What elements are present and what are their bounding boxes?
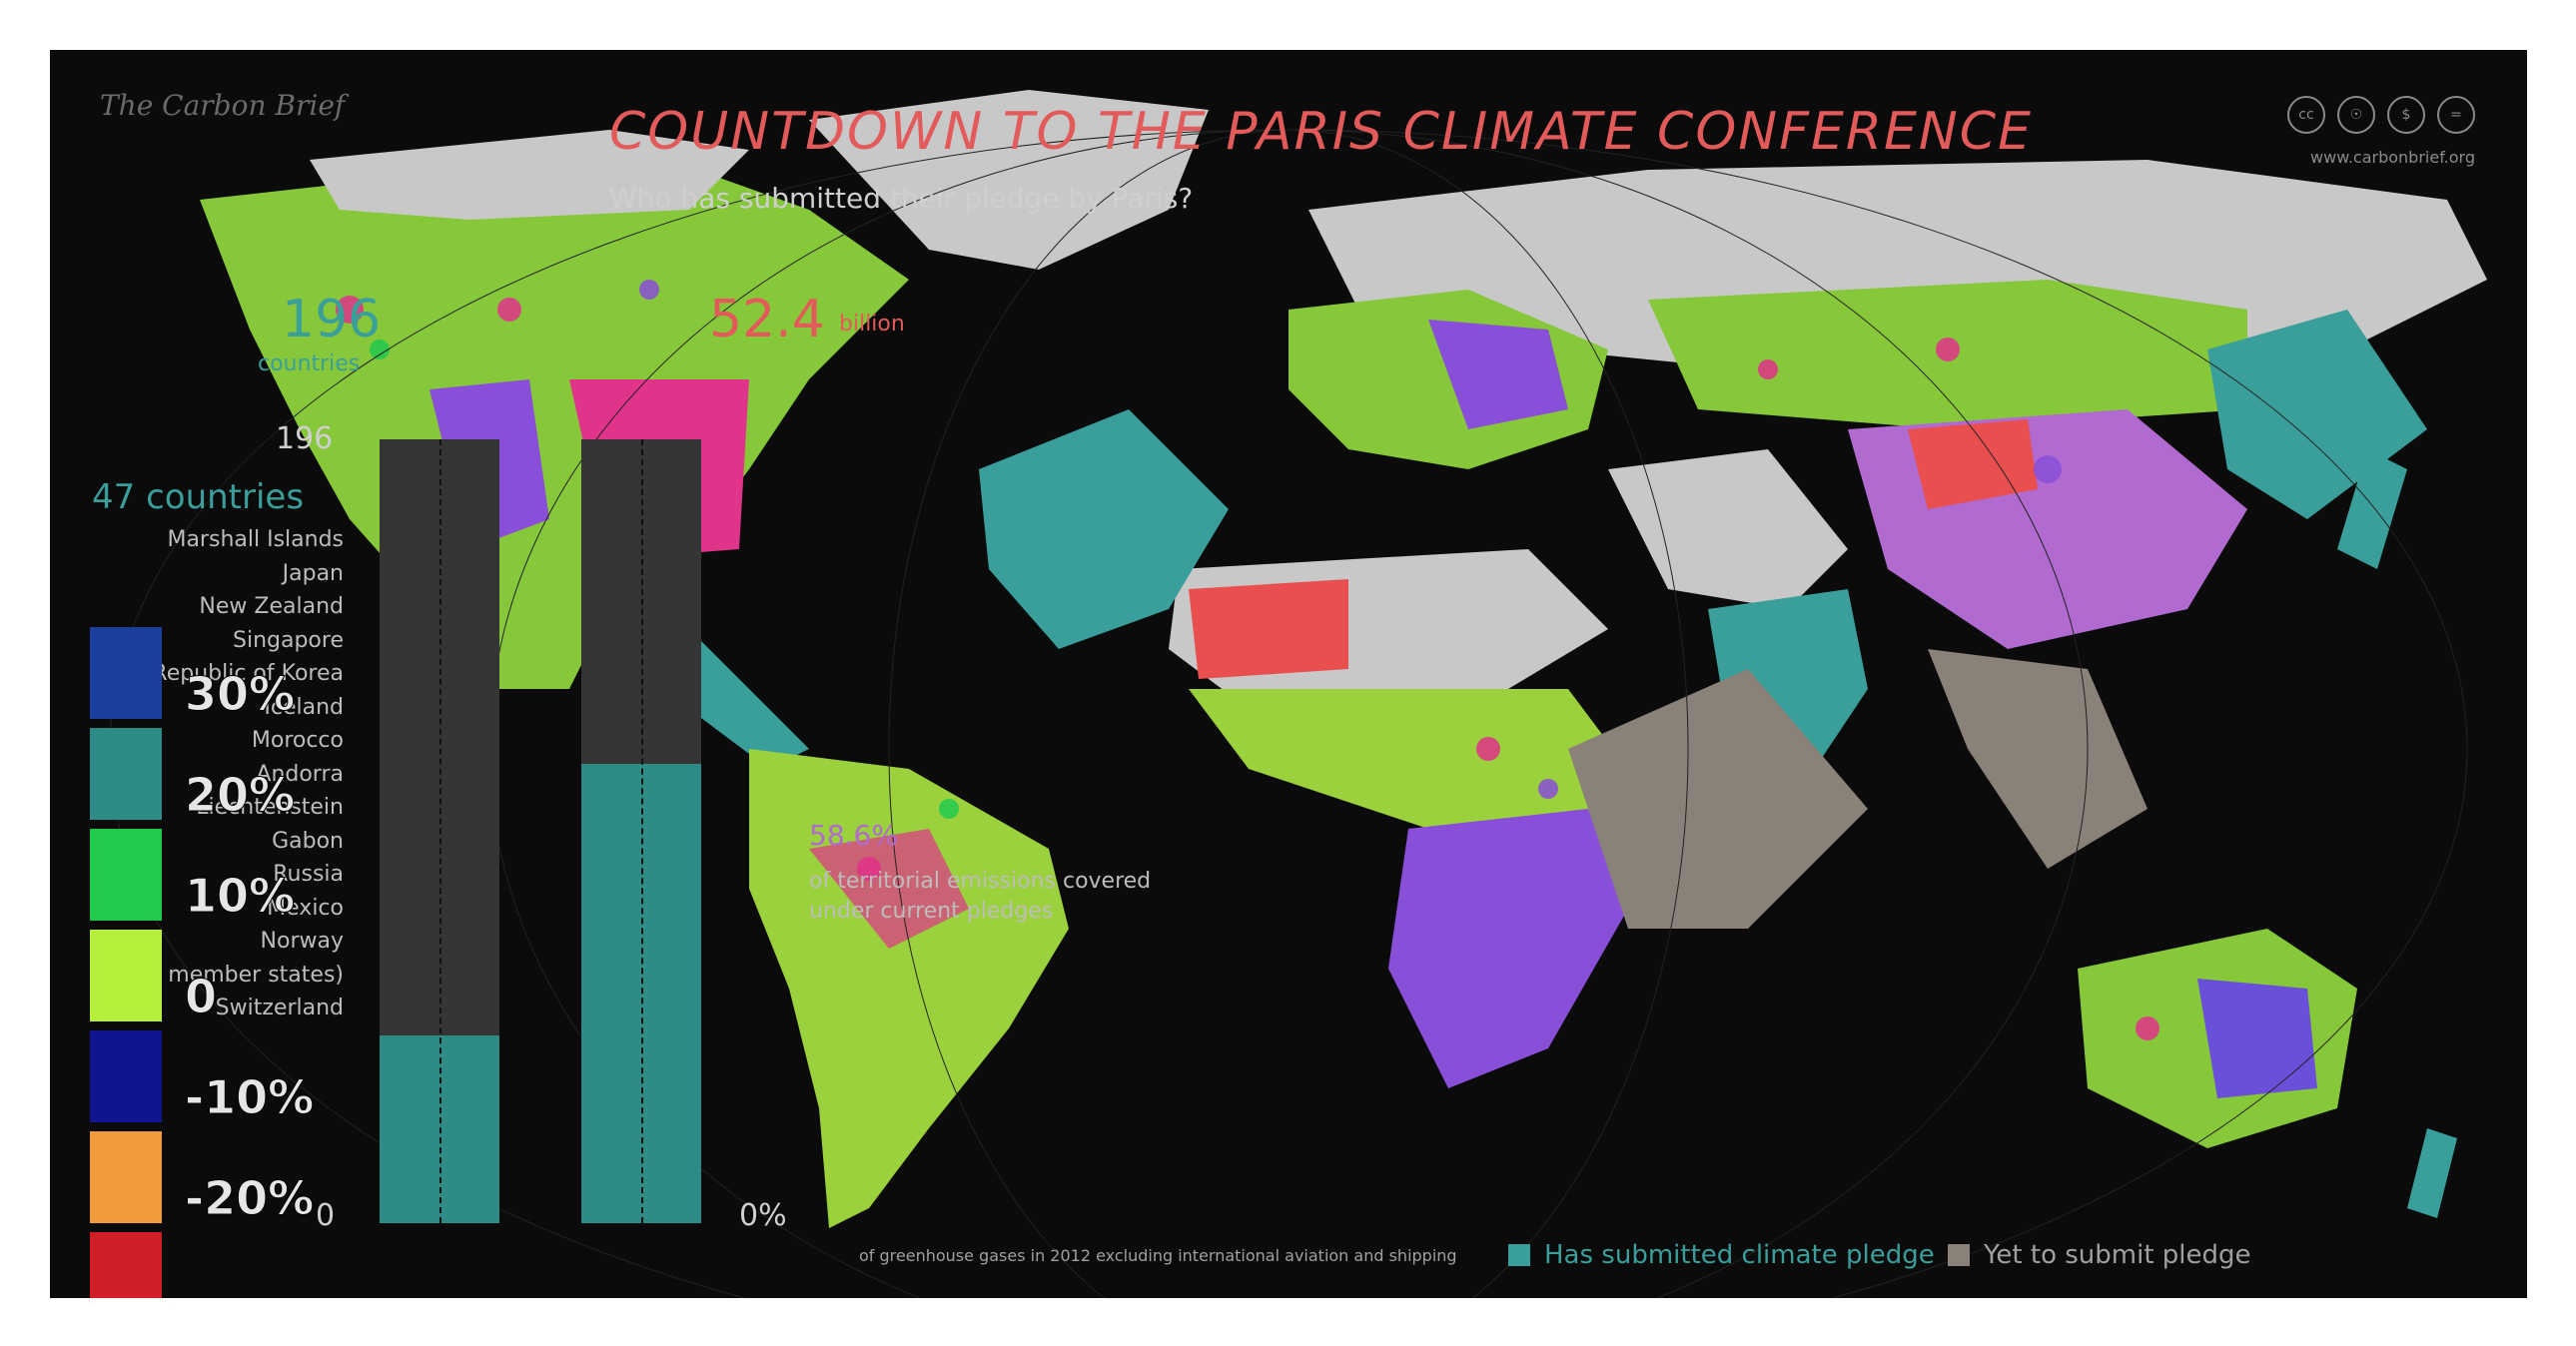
submitted-count: 47 countries <box>92 477 305 517</box>
china-red <box>1908 419 2038 509</box>
canada-arctic <box>310 130 749 220</box>
legend-submitted-swatch <box>1508 1244 1530 1266</box>
central-africa <box>1388 809 1628 1088</box>
europe-purple <box>1428 320 1568 429</box>
legend-pending-label: Yet to submit pledge <box>1984 1240 2251 1270</box>
greenland <box>809 90 1209 270</box>
color-scale-swatch <box>90 829 162 921</box>
color-scale-swatch <box>90 627 162 719</box>
country-list-item: New Zealand <box>199 594 344 619</box>
axis-left-top: 196 <box>276 421 334 456</box>
countries-total: 196 <box>282 290 382 349</box>
new-zealand <box>2407 1128 2457 1218</box>
website-link[interactable]: www.carbonbrief.org <box>2310 148 2475 167</box>
legend-pending-swatch <box>1948 1244 1970 1266</box>
color-scale-label: -20% <box>184 1171 315 1226</box>
by-icon: ☉ <box>2337 96 2375 134</box>
emissions-unit: billion <box>839 312 905 336</box>
emissions-bar-divider <box>641 439 643 1223</box>
noise-overlay <box>336 280 2159 1040</box>
country-list-item: Marshall Islands <box>167 527 344 552</box>
coverage-percent: 58.6% <box>809 819 898 852</box>
color-scale-label: 0 <box>184 970 218 1024</box>
license-icons: cc ☉ $ = <box>2287 96 2475 134</box>
coverage-label-2: under current pledges <box>809 899 1054 924</box>
country-list-item: Republic of Korea <box>152 661 344 686</box>
countries-bar-divider <box>439 439 441 1223</box>
australia-purple <box>2197 979 2317 1098</box>
nd-icon: = <box>2437 96 2475 134</box>
se-asia <box>1928 649 2147 869</box>
north-america <box>200 160 909 689</box>
color-scale-label: 10% <box>184 869 296 924</box>
color-scale-label: 30% <box>184 667 296 722</box>
brand-logo: The Carbon Brief <box>100 89 346 122</box>
west-africa <box>1189 689 1628 849</box>
color-scale-label: 20% <box>184 768 296 823</box>
sahara-red <box>1189 579 1348 679</box>
color-scale-swatch <box>90 1232 162 1298</box>
color-scale-swatch <box>90 1030 162 1122</box>
legend-pending: Yet to submit pledge <box>1948 1240 2251 1270</box>
axis-left-bottom: 0 <box>316 1198 336 1233</box>
cc-icon: cc <box>2287 96 2325 134</box>
country-list-item: Morocco <box>251 728 344 753</box>
country-list-item: Gabon <box>272 828 344 854</box>
coverage-label-1: of territorial emissions covered <box>809 869 1152 894</box>
country-list-item: Mexico <box>267 895 344 921</box>
color-scale-swatch <box>90 1131 162 1223</box>
middle-east <box>1608 449 1848 609</box>
page-title: COUNTDOWN TO THE PARIS CLIMATE CONFERENC… <box>609 102 2033 162</box>
legend-submitted: Has submitted climate pledge <box>1508 1240 1935 1270</box>
east-africa <box>1568 669 1868 929</box>
chart-note: of greenhouse gases in 2012 excluding in… <box>859 1246 1457 1265</box>
country-list-item: Russia <box>273 862 344 887</box>
country-list-item: Japan <box>282 560 344 586</box>
axis-right-bottom: 0% <box>739 1198 787 1233</box>
europe-teal <box>979 409 1229 649</box>
south-america <box>749 749 1069 1228</box>
countries-label: countries <box>258 351 361 376</box>
page-subtitle: Who has submitted their pledge by Paris? <box>609 182 1194 215</box>
emissions-value: 52.4 <box>709 290 825 349</box>
country-list-item: Switzerland <box>215 996 344 1020</box>
color-scale-label: -10% <box>184 1070 315 1125</box>
map-frame: The Carbon Brief COUNTDOWN TO THE PARIS … <box>50 50 2527 1298</box>
nc-icon: $ <box>2387 96 2425 134</box>
color-scale-swatch <box>90 930 162 1021</box>
country-list-item: Singapore <box>233 627 344 653</box>
country-list-item: Andorra <box>256 761 344 787</box>
japan <box>2337 449 2407 569</box>
country-list-item: Iceland <box>264 694 344 720</box>
country-list-item: Norway <box>260 929 344 954</box>
south-america-pink <box>809 829 969 949</box>
legend-submitted-label: Has submitted climate pledge <box>1544 1240 1935 1270</box>
china <box>1848 409 2247 649</box>
color-scale-swatch <box>90 728 162 820</box>
world-map <box>109 90 2487 1298</box>
country-list-item: Liechtenstein <box>196 795 344 820</box>
